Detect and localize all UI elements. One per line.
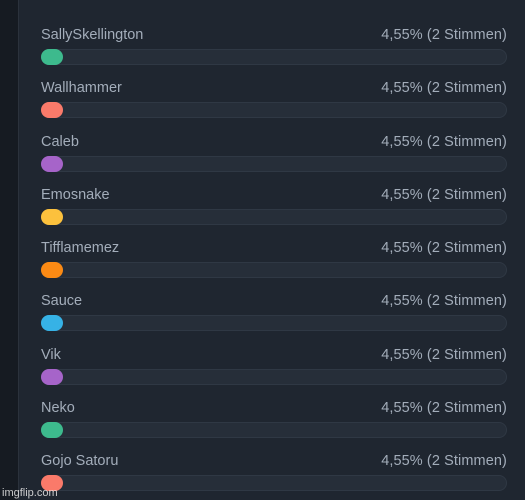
poll-option-bar-fill [41,102,63,119]
poll-option-bar-fill [41,49,63,65]
poll-option-name: Neko [41,399,75,416]
poll-option-bar-track [41,315,507,332]
poll-option-bar-fill [41,262,63,278]
poll-option: Vik 4,55% (2 Stimmen) [41,343,507,396]
poll-option-bar-track [41,155,507,172]
poll-option-bar-fill [41,421,63,438]
poll-option-result: 4,55% (2 Stimmen) [381,240,507,256]
poll-option-bar-track [41,49,507,65]
poll-option-result: 4,55% (2 Stimmen) [381,293,507,310]
poll-option-name: Emosnake [41,186,110,203]
poll-option-header: SallySkellington 4,55% (2 Stimmen) [41,23,507,47]
poll-option: Tifflamemez 4,55% (2 Stimmen) [41,236,507,289]
poll-option-bar-fill [41,155,63,172]
poll-option-bar-fill [41,475,63,491]
poll-option-header: Tifflamemez 4,55% (2 Stimmen) [41,236,507,260]
poll-option-name: Vik [41,346,61,363]
poll-option: SallySkellington 4,55% (2 Stimmen) [41,23,507,76]
poll-option: Wallhammer 4,55% (2 Stimmen) [41,76,507,129]
poll-option-bar-track [41,102,507,119]
poll-option-name: Wallhammer [41,80,122,97]
poll-options-list: SallySkellington 4,55% (2 Stimmen) Wallham… [41,23,507,500]
poll-option-name: Tifflamemez [41,240,120,256]
poll-option-header: Neko 4,55% (2 Stimmen) [41,396,507,420]
poll-option-result: 4,55% (2 Stimmen) [381,27,507,43]
poll-option-name: Caleb [41,133,79,150]
poll-option-name: SallySkellington [41,27,144,43]
watermark-text: imgflip.com [2,487,58,499]
poll-option: Neko 4,55% (2 Stimmen) [41,396,507,449]
poll-option: Emosnake 4,55% (2 Stimmen) [41,183,507,236]
poll-option-name: Gojo Satoru [41,453,119,469]
poll-option: Sauce 4,55% (2 Stimmen) [41,289,507,342]
poll-option-result: 4,55% (2 Stimmen) [381,133,507,150]
poll-panel: SallySkellington 4,55% (2 Stimmen) Wallham… [19,0,525,500]
poll-option-bar-track [41,368,507,385]
poll-option-bar-fill [41,368,63,385]
poll-option-header: Emosnake 4,55% (2 Stimmen) [41,183,507,207]
poll-option-result: 4,55% (2 Stimmen) [381,80,507,97]
poll-option-result: 4,55% (2 Stimmen) [381,346,507,363]
poll-option-bar-track [41,262,507,278]
poll-option-bar-track [41,421,507,438]
poll-option-header: Caleb 4,55% (2 Stimmen) [41,130,507,154]
poll-option-bar-track [41,475,507,491]
poll-option-bar-fill [41,208,63,225]
poll-option: Caleb 4,55% (2 Stimmen) [41,130,507,183]
poll-option-bar-fill [41,315,63,332]
poll-option-header: Wallhammer 4,55% (2 Stimmen) [41,76,507,100]
poll-option-header: Sauce 4,55% (2 Stimmen) [41,289,507,313]
poll-option-result: 4,55% (2 Stimmen) [381,453,507,469]
poll-option: Gojo Satoru 4,55% (2 Stimmen) [41,449,507,500]
poll-option-result: 4,55% (2 Stimmen) [381,399,507,416]
poll-option-name: Sauce [41,293,83,310]
poll-option-header: Gojo Satoru 4,55% (2 Stimmen) [41,449,507,473]
poll-option-bar-track [41,208,507,225]
poll-option-header: Vik 4,55% (2 Stimmen) [41,343,507,367]
poll-option-result: 4,55% (2 Stimmen) [381,186,507,203]
side-gutter [0,0,19,500]
